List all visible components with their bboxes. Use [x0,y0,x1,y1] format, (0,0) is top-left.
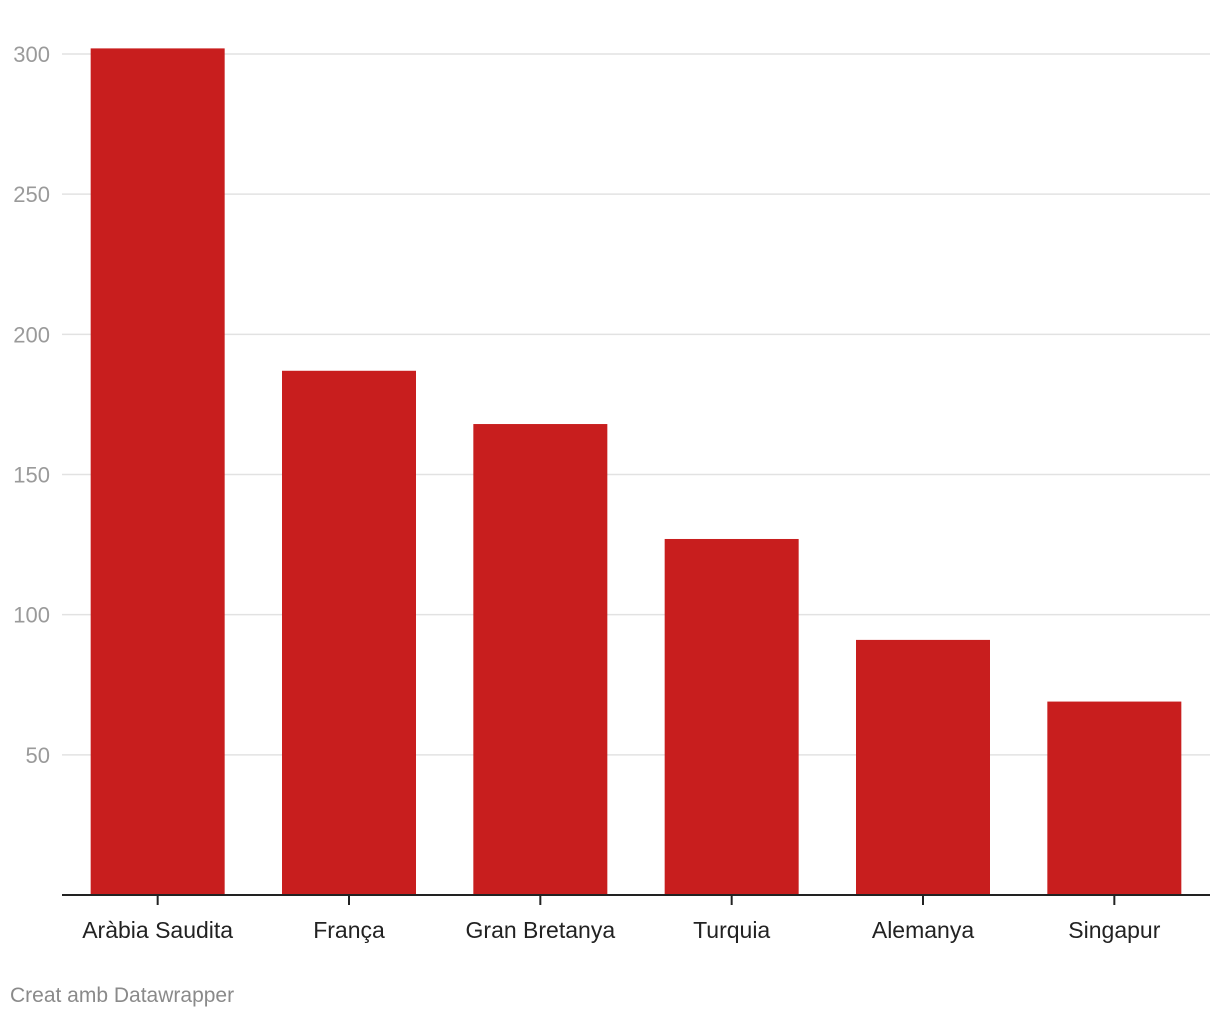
x-tick-label: Singapur [1068,917,1160,943]
bar [282,370,416,895]
y-tick-label: 250 [13,182,50,207]
x-tick-label: Turquia [693,917,770,943]
chart-area: 50 100 150 200 250 300 Aràbia Saudita França Gra… [13,42,1210,943]
x-tick-label: França [313,917,385,943]
x-tick-label: Alemanya [872,917,974,943]
credit-footer: Creat amb Datawrapper [10,984,235,1007]
y-tick-label: 300 [13,42,50,67]
bar [473,424,608,895]
y-tick-label: 50 [26,743,50,768]
y-tick-label: 100 [13,603,50,628]
x-tick-label: Gran Bretanya [466,917,616,943]
y-tick-label: 150 [13,463,50,488]
bar [664,538,799,895]
y-tick-label: 200 [13,322,50,347]
bar [90,48,225,896]
bar [1047,701,1182,895]
bar-chart: 50 100 150 200 250 300 Aràbia Saudita França Gra… [13,42,1210,943]
bar [856,639,990,895]
x-tick-label: Aràbia Saudita [82,917,233,943]
